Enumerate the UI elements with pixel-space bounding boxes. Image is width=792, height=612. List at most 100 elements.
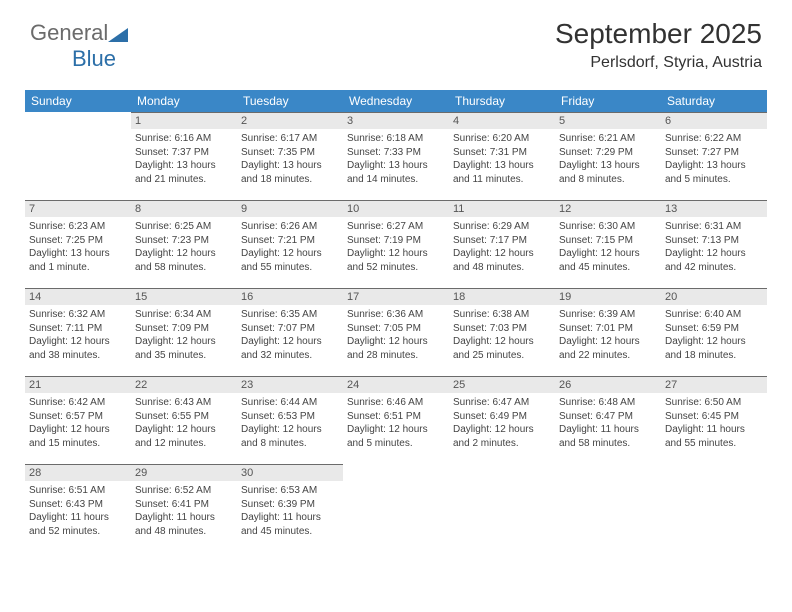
calendar-cell: 11Sunrise: 6:29 AMSunset: 7:17 PMDayligh… (449, 200, 555, 288)
day-number: 22 (131, 376, 237, 393)
sunset-line: Sunset: 7:09 PM (135, 322, 233, 336)
day-details: Sunrise: 6:35 AMSunset: 7:07 PMDaylight:… (237, 305, 343, 366)
day-details: Sunrise: 6:47 AMSunset: 6:49 PMDaylight:… (449, 393, 555, 454)
sunrise-line: Sunrise: 6:36 AM (347, 308, 445, 322)
sunset-line: Sunset: 7:07 PM (241, 322, 339, 336)
day-details: Sunrise: 6:17 AMSunset: 7:35 PMDaylight:… (237, 129, 343, 190)
day-number: 19 (555, 288, 661, 305)
day-number: 26 (555, 376, 661, 393)
day-number: 24 (343, 376, 449, 393)
sunrise-line: Sunrise: 6:38 AM (453, 308, 551, 322)
day-details (555, 481, 661, 488)
calendar-cell: 22Sunrise: 6:43 AMSunset: 6:55 PMDayligh… (131, 376, 237, 464)
logo-text-1: General (30, 20, 108, 45)
day-details (449, 481, 555, 488)
daylight-line: Daylight: 12 hours and 38 minutes. (29, 335, 127, 362)
sunset-line: Sunset: 7:27 PM (665, 146, 763, 160)
day-details: Sunrise: 6:42 AMSunset: 6:57 PMDaylight:… (25, 393, 131, 454)
day-number: 20 (661, 288, 767, 305)
calendar-row: 28 Sunrise: 6:51 AMSunset: 6:43 PMDayligh… (25, 464, 767, 552)
sunset-line: Sunset: 6:39 PM (241, 498, 339, 512)
sunset-line: Sunset: 6:43 PM (29, 498, 127, 512)
day-number: 10 (343, 200, 449, 217)
calendar-cell: 29Sunrise: 6:52 AMSunset: 6:41 PMDayligh… (131, 464, 237, 552)
dayhead-fri: Friday (555, 90, 661, 112)
sunset-line: Sunset: 7:11 PM (29, 322, 127, 336)
day-number: 9 (237, 200, 343, 217)
calendar-cell: 3Sunrise: 6:18 AMSunset: 7:33 PMDaylight… (343, 112, 449, 200)
calendar-cell: 18Sunrise: 6:38 AMSunset: 7:03 PMDayligh… (449, 288, 555, 376)
calendar-cell (661, 464, 767, 552)
sunset-line: Sunset: 7:21 PM (241, 234, 339, 248)
sunset-line: Sunset: 7:15 PM (559, 234, 657, 248)
dayhead-sat: Saturday (661, 90, 767, 112)
sunrise-line: Sunrise: 6:46 AM (347, 396, 445, 410)
day-number: 6 (661, 112, 767, 129)
calendar-cell: 6Sunrise: 6:22 AMSunset: 7:27 PMDaylight… (661, 112, 767, 200)
sunset-line: Sunset: 6:47 PM (559, 410, 657, 424)
day-number: 27 (661, 376, 767, 393)
day-details: Sunrise: 6:18 AMSunset: 7:33 PMDaylight:… (343, 129, 449, 190)
day-details: Sunrise: 6:39 AMSunset: 7:01 PMDaylight:… (555, 305, 661, 366)
daylight-line: Daylight: 12 hours and 28 minutes. (347, 335, 445, 362)
day-details: Sunrise: 6:52 AMSunset: 6:41 PMDaylight:… (131, 481, 237, 542)
dayhead-wed: Wednesday (343, 90, 449, 112)
day-details: Sunrise: 6:43 AMSunset: 6:55 PMDaylight:… (131, 393, 237, 454)
daylight-line: Daylight: 12 hours and 42 minutes. (665, 247, 763, 274)
day-number: 5 (555, 112, 661, 129)
day-details: Sunrise: 6:40 AMSunset: 6:59 PMDaylight:… (661, 305, 767, 366)
sunset-line: Sunset: 7:23 PM (135, 234, 233, 248)
sunset-line: Sunset: 7:33 PM (347, 146, 445, 160)
sunrise-line: Sunrise: 6:51 AM (29, 484, 127, 498)
daylight-line: Daylight: 11 hours and 52 minutes. (29, 511, 127, 538)
sunrise-line: Sunrise: 6:47 AM (453, 396, 551, 410)
calendar-cell: 5Sunrise: 6:21 AMSunset: 7:29 PMDaylight… (555, 112, 661, 200)
day-details: Sunrise: 6:26 AMSunset: 7:21 PMDaylight:… (237, 217, 343, 278)
calendar-cell: 30Sunrise: 6:53 AMSunset: 6:39 PMDayligh… (237, 464, 343, 552)
dayhead-sun: Sunday (25, 90, 131, 112)
day-details (343, 481, 449, 488)
day-details (25, 129, 131, 136)
sunset-line: Sunset: 7:25 PM (29, 234, 127, 248)
day-details: Sunrise: 6:34 AMSunset: 7:09 PMDaylight:… (131, 305, 237, 366)
sunrise-line: Sunrise: 6:18 AM (347, 132, 445, 146)
sunrise-line: Sunrise: 6:42 AM (29, 396, 127, 410)
day-number: 23 (237, 376, 343, 393)
calendar-cell: 1Sunrise: 6:16 AMSunset: 7:37 PMDaylight… (131, 112, 237, 200)
sunset-line: Sunset: 7:29 PM (559, 146, 657, 160)
header: General Blue September 2025 Perlsdorf, S… (0, 0, 792, 90)
logo-text-2: Blue (72, 46, 116, 71)
day-number: 1 (131, 112, 237, 129)
day-number: 7 (25, 200, 131, 217)
daylight-line: Daylight: 12 hours and 55 minutes. (241, 247, 339, 274)
day-number: 8 (131, 200, 237, 217)
sunrise-line: Sunrise: 6:30 AM (559, 220, 657, 234)
daylight-line: Daylight: 12 hours and 58 minutes. (135, 247, 233, 274)
calendar-cell: 17Sunrise: 6:36 AMSunset: 7:05 PMDayligh… (343, 288, 449, 376)
daylight-line: Daylight: 12 hours and 8 minutes. (241, 423, 339, 450)
sunrise-line: Sunrise: 6:32 AM (29, 308, 127, 322)
daylight-line: Daylight: 11 hours and 58 minutes. (559, 423, 657, 450)
day-details: Sunrise: 6:36 AMSunset: 7:05 PMDaylight:… (343, 305, 449, 366)
day-number: 29 (131, 464, 237, 481)
calendar-cell: 20Sunrise: 6:40 AMSunset: 6:59 PMDayligh… (661, 288, 767, 376)
daylight-line: Daylight: 12 hours and 2 minutes. (453, 423, 551, 450)
day-details: Sunrise: 6:23 AMSunset: 7:25 PMDaylight:… (25, 217, 131, 278)
daylight-line: Daylight: 13 hours and 5 minutes. (665, 159, 763, 186)
sunrise-line: Sunrise: 6:39 AM (559, 308, 657, 322)
daylight-line: Daylight: 12 hours and 5 minutes. (347, 423, 445, 450)
calendar-cell: 21Sunrise: 6:42 AMSunset: 6:57 PMDayligh… (25, 376, 131, 464)
calendar-cell: 13Sunrise: 6:31 AMSunset: 7:13 PMDayligh… (661, 200, 767, 288)
day-number: 2 (237, 112, 343, 129)
daylight-line: Daylight: 12 hours and 52 minutes. (347, 247, 445, 274)
calendar-row: 14Sunrise: 6:32 AMSunset: 7:11 PMDayligh… (25, 288, 767, 376)
daylight-line: Daylight: 13 hours and 14 minutes. (347, 159, 445, 186)
day-details: Sunrise: 6:25 AMSunset: 7:23 PMDaylight:… (131, 217, 237, 278)
calendar-row: 7Sunrise: 6:23 AMSunset: 7:25 PMDaylight… (25, 200, 767, 288)
sunset-line: Sunset: 7:19 PM (347, 234, 445, 248)
calendar-cell (555, 464, 661, 552)
calendar-cell (449, 464, 555, 552)
location-subtitle: Perlsdorf, Styria, Austria (30, 54, 762, 72)
daylight-line: Daylight: 13 hours and 21 minutes. (135, 159, 233, 186)
day-number: 28 (25, 464, 131, 481)
